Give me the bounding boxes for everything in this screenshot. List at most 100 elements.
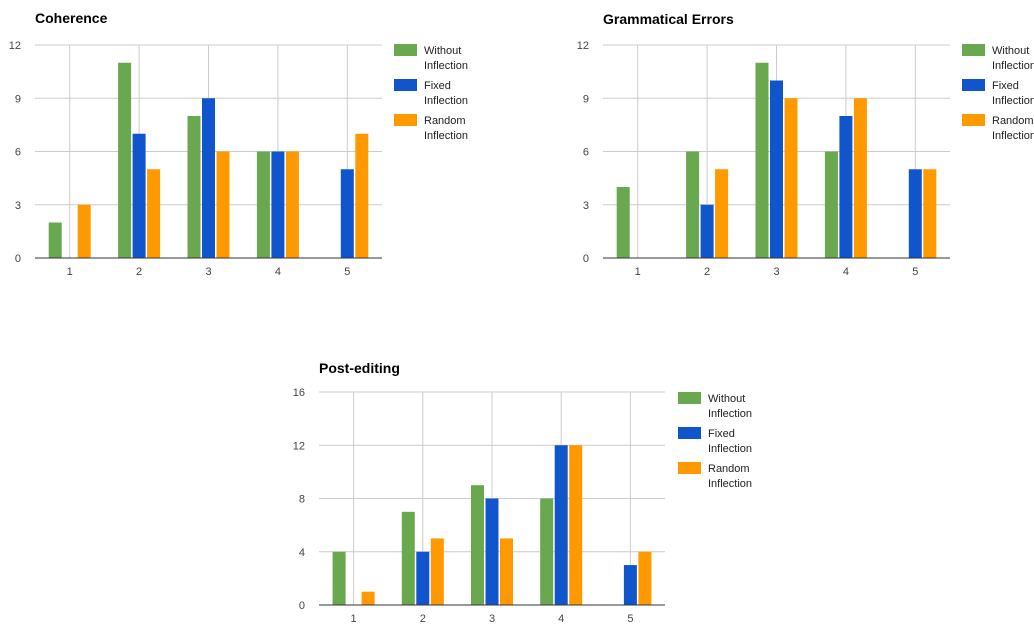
legend-label: Random — [424, 115, 466, 127]
y-tick-label: 16 — [293, 387, 305, 399]
legend-item-random-inflection: Random Inflection — [394, 114, 468, 142]
x-tick-label: 2 — [704, 266, 710, 278]
y-tick-label: 9 — [15, 93, 21, 105]
bar-without-inflection-3 — [187, 116, 201, 258]
x-tick-label: 1 — [635, 266, 641, 278]
legend-swatch — [394, 114, 417, 126]
bar-random-inflection-5 — [638, 551, 652, 605]
y-tick-label: 3 — [15, 200, 21, 212]
legend-label: Random — [992, 115, 1034, 127]
x-tick-label: 4 — [275, 266, 281, 278]
bar-without-inflection-4 — [824, 151, 838, 258]
legend-item-fixed-inflection: Fixed Inflection — [962, 79, 1034, 107]
legend-item-random-inflection: Random Inflection — [962, 114, 1034, 142]
legend-swatch — [678, 427, 701, 439]
legend-label: Without — [708, 393, 745, 405]
legend-item-fixed-inflection: Fixed Inflection — [678, 427, 752, 455]
bar-random-inflection-1 — [361, 591, 375, 605]
bar-fixed-inflection-3 — [485, 498, 499, 605]
chart-title: Grammatical Errors — [603, 11, 734, 27]
x-tick-label: 4 — [558, 613, 564, 624]
x-tick-label: 2 — [136, 266, 142, 278]
legend-label: Inflection — [992, 95, 1034, 107]
bar-without-inflection-3 — [471, 485, 484, 605]
legend-swatch — [962, 79, 985, 91]
x-tick-label: 5 — [627, 613, 633, 624]
bar-fixed-inflection-4 — [554, 445, 568, 605]
legend-label: Without — [992, 45, 1029, 57]
bar-random-inflection-4 — [853, 98, 867, 258]
y-tick-label: 12 — [293, 440, 305, 452]
y-tick-label: 0 — [15, 253, 21, 265]
bar-random-inflection-3 — [784, 98, 798, 258]
y-tick-label: 9 — [583, 93, 589, 105]
bar-without-inflection-3 — [755, 62, 769, 258]
bar-fixed-inflection-2 — [700, 204, 714, 258]
y-tick-label: 0 — [299, 600, 305, 612]
bar-fixed-inflection-3 — [202, 98, 215, 258]
bar-without-inflection-1 — [616, 187, 630, 258]
legend-item-random-inflection: Random Inflection — [678, 462, 752, 490]
bar-without-inflection-2 — [401, 511, 415, 605]
legend-label: Inflection — [708, 478, 752, 490]
legend-label: Without — [424, 45, 461, 57]
legend-label: Inflection — [708, 443, 752, 455]
legend-item-fixed-inflection: Fixed Inflection — [394, 79, 468, 107]
legend-label: Random — [708, 463, 750, 475]
legend-label: Inflection — [424, 60, 468, 72]
bar-without-inflection-2 — [118, 62, 132, 258]
x-tick-label: 4 — [843, 266, 849, 278]
legend-label: Inflection — [424, 95, 468, 107]
legend-swatch — [962, 114, 985, 126]
bar-random-inflection-5 — [355, 133, 369, 258]
x-tick-label: 3 — [489, 613, 495, 624]
x-tick-label: 1 — [351, 613, 357, 624]
legend-swatch — [678, 462, 701, 474]
legend-item-without-inflection: Without Inflection — [962, 44, 1034, 72]
legend-label: Inflection — [424, 130, 468, 142]
legend-swatch — [678, 392, 701, 404]
bar-without-inflection-1 — [48, 222, 62, 258]
bar-fixed-inflection-2 — [132, 133, 146, 258]
bar-without-inflection-2 — [686, 151, 700, 258]
bar-random-inflection-2 — [430, 538, 444, 605]
x-tick-label: 1 — [67, 266, 73, 278]
bar-fixed-inflection-3 — [770, 80, 783, 258]
bar-random-inflection-4 — [285, 151, 299, 258]
bar-random-inflection-4 — [569, 445, 583, 605]
bar-random-inflection-2 — [715, 169, 729, 258]
x-tick-label: 3 — [773, 266, 779, 278]
y-tick-label: 6 — [583, 147, 589, 159]
y-tick-label: 4 — [299, 547, 305, 559]
legend-swatch — [394, 79, 417, 91]
y-tick-label: 12 — [9, 40, 21, 52]
legend-label: Inflection — [992, 130, 1034, 142]
legend-item-without-inflection: Without Inflection — [394, 44, 468, 72]
bar-without-inflection-1 — [332, 551, 346, 605]
bar-random-inflection-3 — [500, 538, 513, 605]
bar-without-inflection-4 — [256, 151, 270, 258]
bar-fixed-inflection-5 — [623, 565, 637, 605]
legend-swatch — [394, 44, 417, 56]
chart-title: Coherence — [35, 10, 108, 26]
legend-label: Fixed — [992, 80, 1019, 92]
bar-random-inflection-3 — [216, 151, 230, 258]
chart-title: Post-editing — [319, 360, 400, 376]
y-tick-label: 12 — [577, 40, 589, 52]
legend-item-without-inflection: Without Inflection — [678, 392, 752, 420]
bar-fixed-inflection-4 — [839, 116, 853, 258]
legend-label: Fixed — [708, 428, 735, 440]
bar-fixed-inflection-5 — [908, 169, 922, 258]
y-tick-label: 6 — [15, 147, 21, 159]
legend-swatch — [962, 44, 985, 56]
legend-label: Inflection — [992, 60, 1034, 72]
legend-label: Fixed — [424, 80, 451, 92]
y-tick-label: 8 — [299, 494, 305, 506]
bar-fixed-inflection-5 — [340, 169, 354, 258]
y-tick-label: 3 — [583, 200, 589, 212]
bar-without-inflection-4 — [540, 498, 554, 605]
bar-fixed-inflection-2 — [416, 551, 430, 605]
